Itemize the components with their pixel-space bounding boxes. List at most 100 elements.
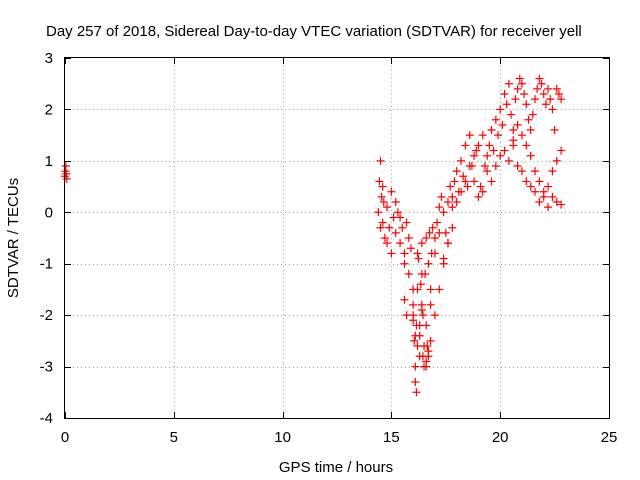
data-point — [474, 141, 483, 150]
data-points — [61, 74, 566, 397]
data-point — [535, 74, 544, 83]
data-point — [485, 141, 494, 150]
data-point — [415, 331, 424, 340]
data-point — [533, 84, 542, 93]
data-point — [443, 198, 452, 206]
data-point — [470, 151, 479, 160]
data-point — [387, 187, 396, 196]
data-point — [411, 362, 420, 371]
data-point — [550, 126, 559, 134]
data-point — [496, 151, 505, 160]
data-point — [437, 192, 446, 201]
data-point — [548, 167, 557, 176]
tick-labels: 0 5 10 15 20 25 -4 -3 -2 -1 0 1 2 3 — [40, 50, 618, 446]
x-tick-label: 20 — [492, 429, 509, 446]
data-point — [489, 146, 498, 155]
y-tick-label: -2 — [40, 307, 53, 324]
data-point — [448, 203, 457, 212]
data-point — [378, 218, 387, 227]
data-point — [500, 146, 509, 155]
data-point — [557, 146, 566, 155]
data-point — [544, 182, 553, 191]
x-tick-label: 15 — [383, 429, 400, 446]
data-point — [535, 177, 544, 186]
data-point — [478, 187, 487, 196]
data-point — [504, 79, 513, 88]
y-tick-label: 2 — [45, 101, 53, 118]
data-point — [478, 131, 487, 140]
data-point — [409, 285, 418, 294]
data-point — [509, 126, 518, 134]
x-tick-label: 25 — [601, 429, 618, 446]
data-point — [541, 100, 550, 109]
data-point — [544, 203, 553, 212]
data-point — [448, 192, 457, 201]
data-point — [409, 300, 418, 309]
y-tick-label: 3 — [45, 50, 53, 67]
data-point — [507, 110, 516, 119]
data-point — [539, 90, 548, 98]
data-point — [411, 378, 420, 386]
chart-title: Day 257 of 2018, Sidereal Day-to-day VTE… — [46, 23, 582, 40]
data-point — [548, 105, 557, 114]
y-tick-label: 1 — [45, 153, 53, 170]
data-point — [409, 316, 418, 325]
data-point — [417, 239, 426, 248]
data-point — [548, 192, 557, 201]
data-point — [379, 198, 388, 206]
data-point — [400, 249, 409, 258]
data-point — [511, 95, 520, 104]
data-point — [378, 182, 387, 191]
data-point — [535, 198, 544, 206]
data-point — [424, 347, 433, 356]
data-point — [522, 177, 531, 186]
data-point — [380, 234, 389, 242]
data-point — [424, 259, 433, 268]
chart-title-group: Day 257 of 2018, Sidereal Day-to-day VTE… — [46, 23, 582, 40]
data-point — [474, 192, 483, 201]
data-point — [430, 311, 439, 320]
data-point — [393, 208, 402, 217]
y-tick-label: -3 — [40, 359, 53, 376]
data-point — [428, 223, 437, 232]
data-point — [391, 228, 400, 237]
data-point — [416, 280, 425, 289]
data-point — [450, 177, 459, 186]
data-point — [500, 90, 509, 98]
data-point — [452, 167, 461, 176]
data-point — [391, 198, 400, 206]
data-point — [418, 352, 427, 361]
data-point — [400, 295, 409, 304]
y-tick-label: 0 — [45, 204, 53, 221]
data-point — [422, 362, 431, 371]
data-point — [537, 79, 546, 88]
data-point — [377, 192, 386, 201]
data-point — [515, 74, 524, 83]
data-point — [546, 95, 555, 104]
data-point — [426, 300, 435, 309]
data-point — [465, 131, 474, 140]
data-point — [439, 208, 448, 217]
data-point — [400, 259, 409, 268]
data-point — [552, 156, 561, 165]
data-point — [526, 151, 535, 160]
data-point — [526, 126, 535, 134]
data-point — [487, 177, 496, 186]
data-point — [524, 115, 533, 124]
x-tick-label: 0 — [61, 429, 69, 446]
data-point — [520, 90, 529, 98]
data-point — [387, 249, 396, 258]
data-point — [418, 311, 427, 320]
data-point — [517, 167, 526, 176]
data-point — [496, 105, 505, 114]
data-point — [531, 187, 540, 196]
grid — [65, 58, 609, 418]
data-point — [552, 198, 561, 206]
data-point — [522, 141, 531, 150]
data-point — [526, 182, 535, 191]
data-point — [531, 167, 540, 176]
data-point — [439, 259, 448, 268]
data-point — [457, 187, 466, 196]
data-point — [412, 388, 421, 397]
